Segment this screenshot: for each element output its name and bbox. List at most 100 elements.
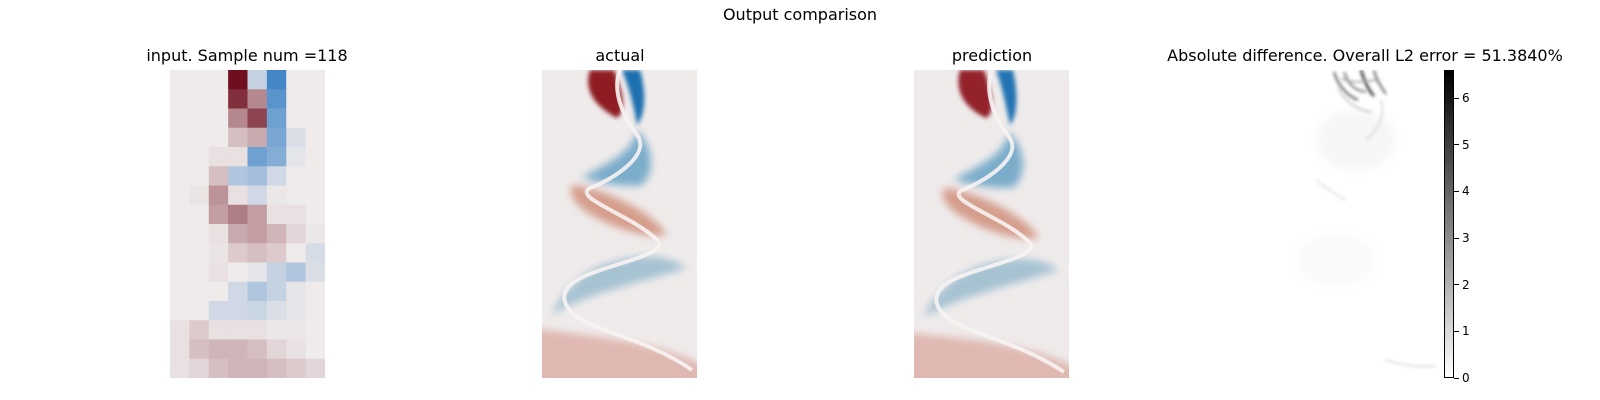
input-cell (189, 262, 210, 283)
input-cell (228, 358, 248, 378)
input-cell (247, 108, 268, 129)
input-cell (305, 262, 325, 283)
input-cell (189, 70, 210, 90)
actual-neutral-streak (562, 70, 694, 372)
input-cell (266, 243, 287, 263)
input-cell (189, 127, 210, 148)
input-cell (170, 204, 190, 225)
input-cell (170, 108, 190, 129)
colorbar-tick-label: 2 (1462, 277, 1470, 292)
input-cell (247, 147, 268, 167)
actual-upper-blue-lobe (582, 130, 652, 186)
input-cell (286, 339, 307, 360)
input-cell (305, 281, 325, 302)
colorbar-tick (1454, 190, 1459, 192)
input-cell (305, 89, 325, 109)
colorbar-tick-label: 5 (1462, 137, 1470, 152)
input-cell (286, 281, 307, 302)
colorbar-tick-label: 1 (1462, 324, 1470, 339)
input-cell (266, 89, 287, 109)
input-cell (208, 70, 229, 90)
input-cell (247, 281, 268, 302)
prediction-heatmap (914, 70, 1069, 378)
input-cell (286, 147, 307, 167)
input-cell (247, 243, 268, 263)
prediction-top-blue-vortex (996, 70, 1017, 125)
input-cell (208, 166, 229, 186)
difference-faint-region-lower (1296, 235, 1376, 285)
input-cell (305, 127, 325, 148)
input-cell (247, 224, 268, 244)
input-cell (266, 262, 287, 283)
input-cell (286, 127, 307, 148)
input-cell (305, 320, 325, 340)
input-cell (228, 204, 248, 225)
input-cell (170, 320, 190, 340)
prediction-heatmap-svg (914, 70, 1069, 378)
input-cell (170, 281, 190, 302)
input-cell (208, 89, 229, 109)
input-cell (208, 185, 229, 206)
prediction-top-red-vortex (958, 70, 992, 118)
input-cell (189, 224, 210, 244)
input-cell (266, 70, 287, 90)
input-cell (189, 320, 210, 340)
figure-suptitle: Output comparison (722, 5, 878, 24)
input-cell (247, 301, 268, 321)
input-cell (208, 147, 229, 167)
actual-lower-red-band (542, 329, 697, 378)
input-cell (228, 224, 248, 244)
input-cell (228, 281, 248, 302)
colorbar-tick-label: 0 (1462, 371, 1470, 385)
input-cell (228, 147, 248, 167)
input-cell (247, 358, 268, 378)
input-cell (189, 339, 210, 360)
input-cell (286, 224, 307, 244)
input-cell (189, 147, 210, 167)
difference-streak-9 (1385, 359, 1437, 368)
actual-heatmap (542, 70, 697, 378)
colorbar-tick-label: 6 (1462, 91, 1470, 105)
input-cell (170, 301, 190, 321)
input-cell (170, 185, 190, 206)
input-cell (208, 108, 229, 129)
input-cell (305, 224, 325, 244)
input-panel-title: input. Sample num =118 (146, 46, 348, 65)
input-cell (228, 320, 248, 340)
colorbar-tick-label: 3 (1462, 231, 1470, 245)
input-cell (189, 243, 210, 263)
input-cell (266, 166, 287, 186)
input-cell (286, 185, 307, 206)
input-cell (305, 339, 325, 360)
input-cell (305, 204, 325, 225)
input-cell (208, 320, 229, 340)
input-cell (286, 262, 307, 283)
actual-lower-blue-lobe (552, 256, 687, 315)
input-cell (208, 281, 229, 302)
prediction-neutral-streak (934, 70, 1066, 374)
actual-middle-red-lobe (570, 185, 667, 236)
input-cell (228, 185, 248, 206)
input-cell (170, 127, 190, 148)
input-cell (266, 358, 287, 378)
difference-streak-7 (1365, 99, 1384, 141)
input-cell (305, 166, 325, 186)
input-cell (266, 339, 287, 360)
input-cell (189, 301, 210, 321)
input-cell (286, 320, 307, 340)
difference-heatmap-svg (1286, 70, 1441, 378)
difference-streak-5 (1340, 77, 1377, 83)
difference-streak-4 (1373, 70, 1387, 95)
input-cell (228, 89, 248, 109)
input-cell (266, 224, 287, 244)
input-cell (247, 127, 268, 148)
input-cell (170, 339, 190, 360)
colorbar-tick (1454, 284, 1459, 286)
input-cell (305, 243, 325, 263)
colorbar-tick (1454, 144, 1459, 146)
input-cell (228, 262, 248, 283)
input-cell (266, 147, 287, 167)
input-cell (286, 301, 307, 321)
input-cell (247, 185, 268, 206)
input-cell (228, 108, 248, 129)
